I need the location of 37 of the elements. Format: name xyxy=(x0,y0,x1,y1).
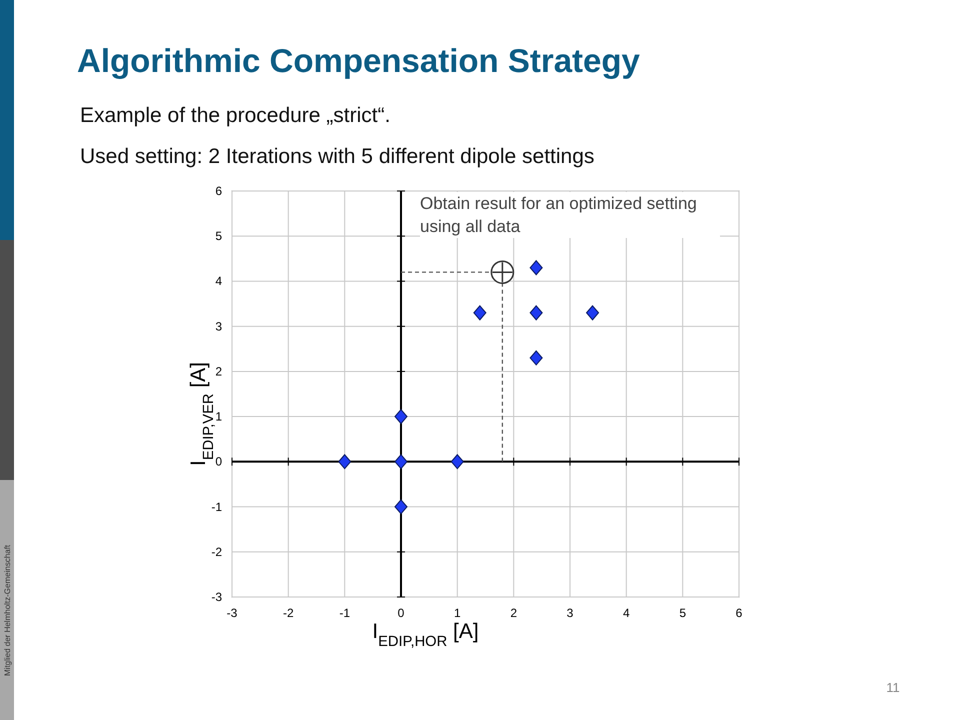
point xyxy=(530,350,543,366)
x-tick-label: 3 xyxy=(566,606,574,620)
point xyxy=(450,454,464,470)
x-tick-label: 0 xyxy=(398,606,405,620)
x-tick-label: 5 xyxy=(679,606,686,620)
text: Used setting: 2 Iterations with 5 different dipole settings xyxy=(80,145,594,168)
y-tick-label: 4 xyxy=(215,274,222,288)
y-tick-label: -2 xyxy=(211,544,222,559)
y-tick-label: 2 xyxy=(215,364,222,378)
point xyxy=(473,305,486,320)
chart-subtitle: Example of the procedure „strict“. xyxy=(80,104,390,127)
x-tick-label: -2 xyxy=(282,606,294,620)
x-tick-label: 1 xyxy=(454,606,461,620)
y-tick-label: 5 xyxy=(215,229,222,244)
x-tick-label: 6 xyxy=(736,606,743,620)
point xyxy=(530,260,543,276)
point xyxy=(394,499,408,514)
y-tick-label: -1 xyxy=(211,500,222,514)
x-tick-label: 2 xyxy=(510,606,518,620)
point xyxy=(338,454,352,470)
point xyxy=(394,454,408,470)
x-axis-title: I$_{EDIP,HOR}$ [A] xyxy=(372,620,479,650)
annotation: Obtain result for an optimized setting using all data xyxy=(420,192,720,238)
x-tick-label: -3 xyxy=(226,606,238,620)
x-tick-label: -1 xyxy=(339,606,350,620)
y-tick-label: 1 xyxy=(215,410,222,424)
point xyxy=(394,409,408,424)
text: Mitglied der Helmholtz-Gemeinschaft xyxy=(3,544,12,676)
y-tick-label: 0 xyxy=(215,454,222,469)
point xyxy=(530,305,543,320)
y-tick-label: 6 xyxy=(215,184,222,198)
y-tick-label: -3 xyxy=(211,590,222,604)
chart-title: Algorithmic Compensation Strategy xyxy=(77,42,641,79)
x-tick-label: 4 xyxy=(622,606,630,620)
point xyxy=(586,305,600,320)
y-tick-label: 3 xyxy=(215,319,222,334)
text: 11 xyxy=(886,680,900,695)
